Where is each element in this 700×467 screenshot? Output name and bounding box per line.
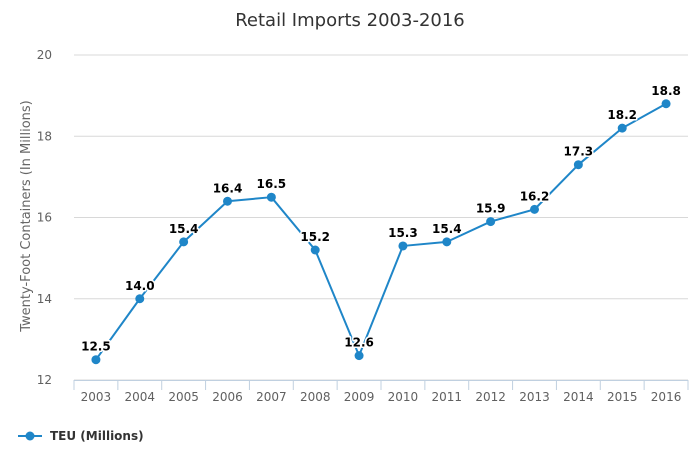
data-label: 12.5: [81, 340, 111, 354]
y-tick-label: 18: [37, 129, 52, 143]
y-tick-label: 16: [37, 211, 52, 225]
data-label: 16.2: [520, 189, 550, 203]
x-tick-label: 2015: [607, 390, 638, 404]
x-tick-label: 2016: [651, 390, 682, 404]
data-point[interactable]: [486, 217, 496, 227]
legend-label: TEU (Millions): [50, 429, 144, 443]
legend-dot-marker: [25, 431, 35, 441]
x-tick-label: 2010: [388, 390, 419, 404]
data-label: 12.6: [344, 336, 374, 350]
x-tick-label: 2008: [300, 390, 331, 404]
x-tick-label: 2014: [563, 390, 594, 404]
x-tick-label: 2013: [519, 390, 550, 404]
y-axis-ticks: 12 14 16 18 20: [37, 48, 52, 387]
series-layer: 12.5 14.0 15.4 16.4 16.5 15.2 12.6 15.3 15.4 15.9…: [80, 82, 682, 365]
data-point[interactable]: [310, 245, 320, 255]
data-point[interactable]: [223, 196, 232, 206]
series-line: [95, 102, 667, 361]
y-tick-label: 12: [37, 373, 52, 387]
data-point[interactable]: [617, 123, 627, 133]
x-axis: 2003 2004 2005 2006 2007 2008 2009 2010 2011 2012…: [73, 380, 689, 404]
data-point[interactable]: [530, 204, 539, 214]
data-point[interactable]: [442, 237, 452, 247]
y-tick-label: 14: [37, 292, 52, 306]
x-tick-label: 2009: [344, 390, 375, 404]
gridlines: [74, 54, 688, 381]
x-tick-label: 2007: [256, 390, 287, 404]
data-label: 16.5: [257, 177, 287, 191]
data-label: 18.8: [651, 84, 681, 98]
y-tick-label: 20: [37, 48, 52, 62]
x-tick-label: 2012: [475, 390, 506, 404]
data-point[interactable]: [573, 160, 583, 170]
data-label: 15.2: [300, 230, 330, 244]
data-point[interactable]: [266, 192, 276, 202]
data-point[interactable]: [661, 99, 671, 109]
x-tick-label: 2004: [125, 390, 156, 404]
x-tick-label: 2003: [81, 390, 112, 404]
data-point[interactable]: [354, 351, 364, 361]
x-tick-label: 2011: [432, 390, 463, 404]
data-point[interactable]: [91, 355, 101, 365]
data-label: 14.0: [125, 279, 155, 293]
data-point[interactable]: [179, 237, 189, 247]
x-tick-label: 2006: [212, 390, 243, 404]
data-label: 15.4: [432, 222, 462, 236]
data-label: 15.3: [388, 226, 418, 240]
data-label: 18.2: [607, 108, 637, 122]
data-label: 16.4: [213, 181, 243, 195]
data-point[interactable]: [398, 241, 408, 251]
y-axis-label: Twenty-Foot Containers (In Millions): [19, 100, 34, 332]
data-point[interactable]: [135, 294, 145, 304]
data-label: 15.4: [169, 222, 199, 236]
legend[interactable]: TEU (Millions): [18, 429, 144, 443]
data-label: 17.3: [564, 145, 594, 159]
x-tick-label: 2005: [168, 390, 199, 404]
data-label: 15.9: [476, 202, 506, 216]
chart-title: Retail Imports 2003-2016: [235, 10, 465, 31]
